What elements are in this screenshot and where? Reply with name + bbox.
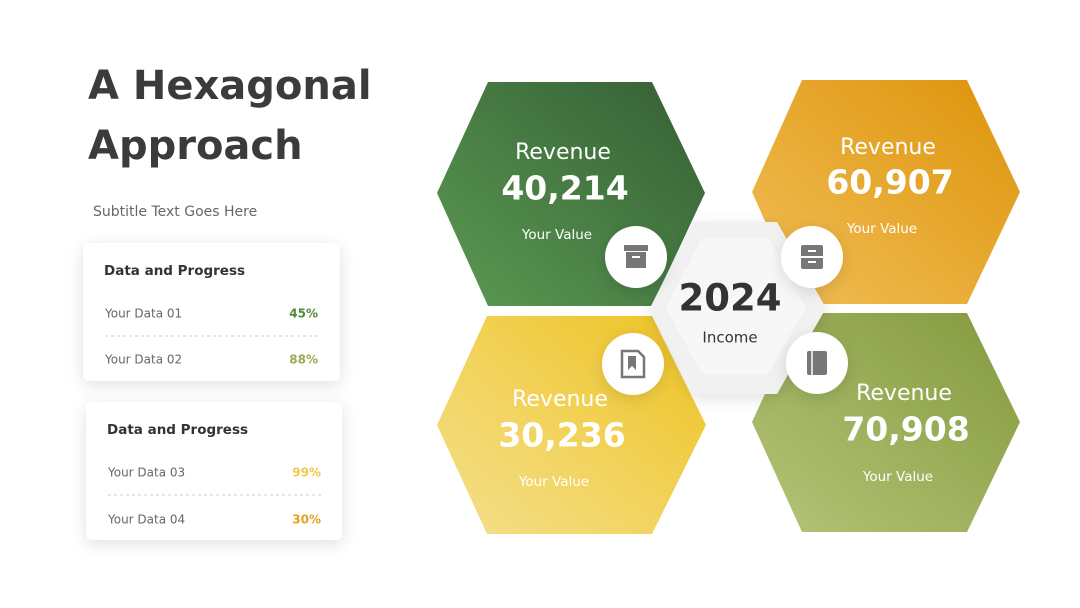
hex-value: 40,214 <box>501 169 628 208</box>
row-value: 45% <box>289 307 318 321</box>
subtitle: Subtitle Text Goes Here <box>93 204 257 220</box>
hex-caption: Your Value <box>518 474 589 490</box>
center-inner <box>666 238 806 374</box>
card-heading: Data and Progress <box>104 263 245 279</box>
hex-caption: Your Value <box>521 227 592 243</box>
row-value: 88% <box>289 353 318 367</box>
hex-label: Revenue <box>840 135 936 160</box>
center-year: 2024 <box>679 277 782 320</box>
title: Approach <box>88 123 303 169</box>
card-heading: Data and Progress <box>107 422 248 438</box>
icon-circle <box>605 226 667 288</box>
row-label: Your Data 03 <box>107 466 185 480</box>
hex-label: Revenue <box>515 140 611 165</box>
hex-value: 30,236 <box>498 416 625 455</box>
card: Data and Progress Your Data 01 45% Your … <box>83 243 340 381</box>
card: Data and Progress Your Data 03 99% Your … <box>86 402 342 540</box>
icon-circle <box>786 332 848 394</box>
row-value: 30% <box>292 513 321 527</box>
hex-label: Revenue <box>512 387 608 412</box>
title: A Hexagonal <box>88 63 372 109</box>
hex-caption: Your Value <box>846 221 917 237</box>
row-value: 99% <box>292 466 321 480</box>
icon-circle <box>781 226 843 288</box>
row-label: Your Data 02 <box>104 353 182 367</box>
center-label: Income <box>702 329 757 347</box>
hex-caption: Your Value <box>862 469 933 485</box>
hex-value: 70,908 <box>842 410 969 449</box>
icon-circle <box>602 333 664 395</box>
row-label: Your Data 01 <box>104 307 182 321</box>
row-label: Your Data 04 <box>107 513 185 527</box>
hex-label: Revenue <box>856 381 952 406</box>
hex-value: 60,907 <box>826 163 953 202</box>
